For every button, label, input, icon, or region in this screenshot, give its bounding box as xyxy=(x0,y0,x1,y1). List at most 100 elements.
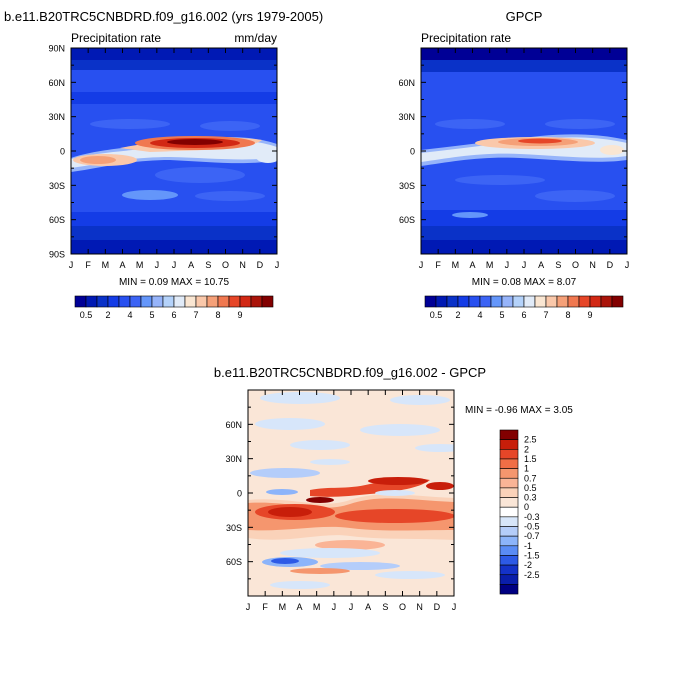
x-tick-label: S xyxy=(555,260,561,270)
x-tick-label: J xyxy=(419,260,424,270)
colorbar-swatch xyxy=(490,295,503,308)
colorbar-label: -0.7 xyxy=(524,531,540,541)
colorbar-swatch xyxy=(499,506,519,518)
colorbar-label: 8 xyxy=(565,310,570,320)
x-tick-label: S xyxy=(382,602,388,612)
colorbar-swatch xyxy=(184,295,197,308)
x-tick-label: M xyxy=(313,602,321,612)
colorbar-swatch xyxy=(499,477,519,489)
colorbar-label: 2.5 xyxy=(524,435,537,445)
y-tick-label: 30N xyxy=(48,112,65,122)
panel-gpcp-title: GPCP xyxy=(506,9,543,24)
colorbar-label: 0.7 xyxy=(524,473,537,483)
colorbar-label: 9 xyxy=(587,310,592,320)
colorbar-swatch xyxy=(578,295,591,308)
x-tick-label: N xyxy=(589,260,596,270)
colorbar-label: -0.5 xyxy=(524,522,540,532)
colorbar-swatch xyxy=(239,295,252,308)
colorbar-swatch xyxy=(261,295,274,308)
panel-model-minmax: MIN = 0.09 MAX = 10.75 xyxy=(119,277,229,288)
colorbar-swatch xyxy=(74,295,87,308)
colorbar-swatch xyxy=(499,535,519,547)
colorbar-swatch xyxy=(424,295,437,308)
colorbar-label: 0.5 xyxy=(80,310,93,320)
y-tick-label: 0 xyxy=(410,147,415,157)
x-tick-label: A xyxy=(538,260,544,270)
colorbar-label: 4 xyxy=(477,310,482,320)
colorbar-label: 1 xyxy=(524,464,529,474)
x-tick-label: M xyxy=(279,602,287,612)
panel-gpcp: GPCP Precipitation rate J F M A M J J A S O N D J60N… xyxy=(398,9,629,320)
x-tick-label: M xyxy=(102,260,110,270)
colorbar-swatch xyxy=(118,295,131,308)
colorbar-label: 0.3 xyxy=(524,493,537,503)
panel-gpcp-minmax: MIN = 0.08 MAX = 8.07 xyxy=(472,277,577,288)
colorbar-swatch xyxy=(499,555,519,566)
y-tick-label: 60N xyxy=(398,78,415,88)
x-tick-label: J xyxy=(349,602,354,612)
colorbar-label: 1.5 xyxy=(524,454,537,464)
x-tick-label: D xyxy=(434,602,441,612)
colorbar-swatch xyxy=(206,295,219,308)
x-tick-label: A xyxy=(296,602,302,612)
colorbar-swatch xyxy=(151,295,164,308)
colorbar-swatch xyxy=(499,545,519,556)
y-tick-label: 60S xyxy=(49,215,65,225)
x-tick-label: S xyxy=(205,260,211,270)
panel-diff-colorbar: 2.521.510.70.50.30-0.3-0.5-0.7-1-1.5-2-2… xyxy=(499,429,540,595)
colorbar-swatch xyxy=(523,295,536,308)
panel-diff: b.e11.B20TRC5CNBDRD.f09_g16.002 - GPCP xyxy=(214,365,573,612)
colorbar-swatch xyxy=(140,295,153,308)
colorbar-label: 9 xyxy=(237,310,242,320)
colorbar-label: 7 xyxy=(193,310,198,320)
colorbar-swatch xyxy=(107,295,120,308)
colorbar-swatch xyxy=(499,516,519,527)
y-tick-label: 60N xyxy=(48,78,65,88)
panel-diff-title: b.e11.B20TRC5CNBDRD.f09_g16.002 - GPCP xyxy=(214,365,486,380)
x-tick-label: F xyxy=(85,260,91,270)
colorbar-label: 6 xyxy=(521,310,526,320)
panel-model-title: b.e11.B20TRC5CNBDRD.f09_g16.002 (yrs 197… xyxy=(4,9,323,24)
colorbar-swatch xyxy=(499,429,519,440)
colorbar-swatch xyxy=(446,295,459,308)
colorbar-swatch xyxy=(499,487,519,498)
y-tick-label: 60S xyxy=(399,215,415,225)
panel-diff-field xyxy=(248,390,454,596)
colorbar-label: -1 xyxy=(524,541,532,551)
colorbar-label: 2 xyxy=(105,310,110,320)
colorbar-swatch xyxy=(129,295,142,308)
colorbar-swatch xyxy=(501,295,514,308)
x-tick-label: J xyxy=(332,602,337,612)
panel-model-field xyxy=(71,48,277,254)
colorbar-swatch xyxy=(228,295,241,308)
y-tick-label: 90S xyxy=(49,250,65,260)
x-tick-label: F xyxy=(262,602,268,612)
colorbar-label: 2 xyxy=(524,444,529,454)
colorbar-label: 5 xyxy=(499,310,504,320)
y-tick-label: 60N xyxy=(225,420,242,430)
colorbar-label: 0.5 xyxy=(430,310,443,320)
x-tick-label: M xyxy=(486,260,494,270)
x-tick-label: O xyxy=(399,602,406,612)
colorbar-swatch xyxy=(479,295,492,308)
panel-gpcp-colorbar: 0.5 2 4 5 6 7 8 9 xyxy=(424,295,624,320)
colorbar-swatch xyxy=(534,295,547,308)
panel-gpcp-left-label: Precipitation rate xyxy=(421,31,511,45)
x-tick-label: A xyxy=(365,602,371,612)
colorbar-label: -2.5 xyxy=(524,570,540,580)
panel-model-colorbar: 0.5 2 4 5 6 7 8 9 xyxy=(74,295,274,320)
colorbar-swatch xyxy=(499,497,519,508)
x-tick-label: M xyxy=(452,260,460,270)
colorbar-label: -1.5 xyxy=(524,550,540,560)
colorbar-label: 2 xyxy=(455,310,460,320)
colorbar-swatch xyxy=(217,295,230,308)
colorbar-swatch xyxy=(435,295,448,308)
colorbar-swatch xyxy=(85,295,98,308)
x-tick-label: D xyxy=(257,260,264,270)
x-tick-label: D xyxy=(607,260,614,270)
colorbar-label: 8 xyxy=(215,310,220,320)
x-tick-label: M xyxy=(136,260,144,270)
colorbar-swatch xyxy=(195,295,208,308)
